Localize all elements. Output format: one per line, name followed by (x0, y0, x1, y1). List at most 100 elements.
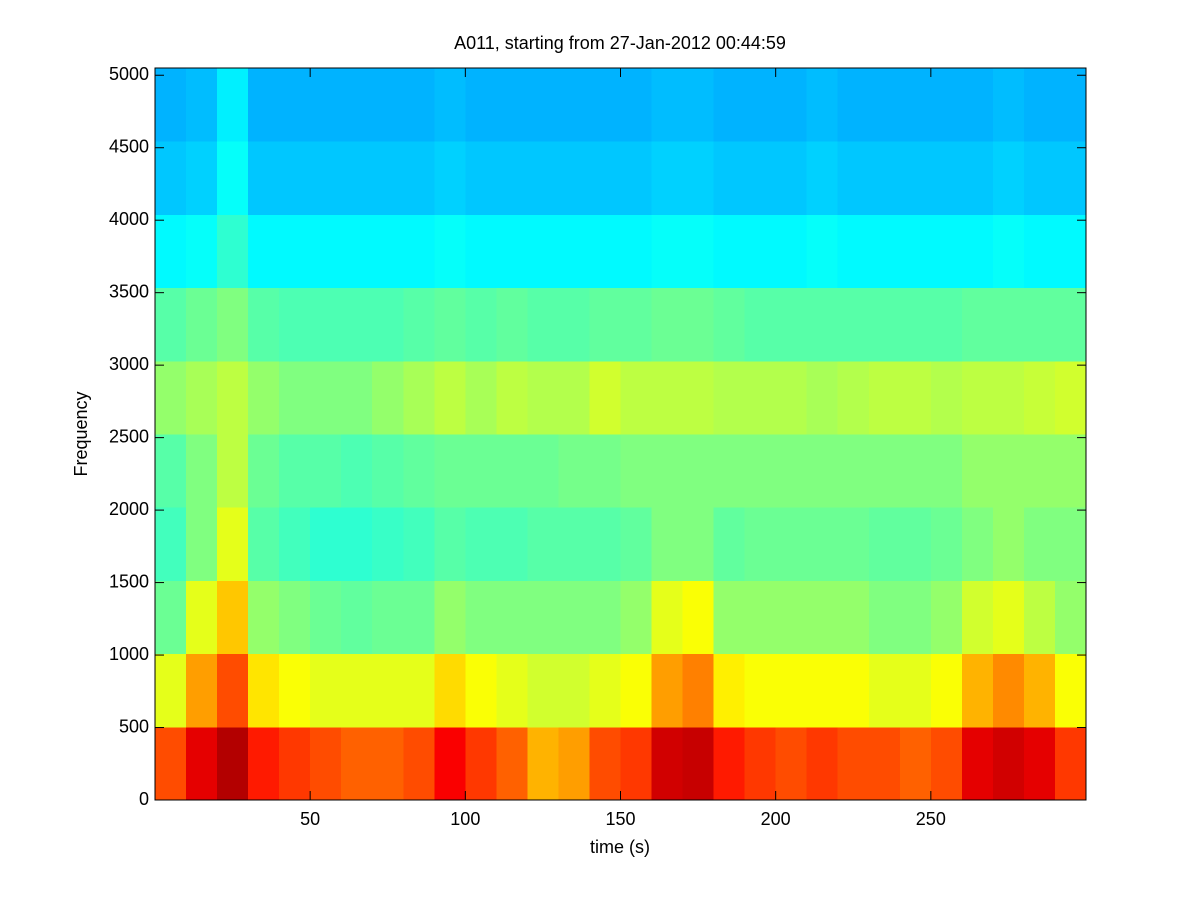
heatmap-cell (589, 434, 621, 508)
heatmap-cell (620, 726, 653, 801)
heatmap-cell (1023, 507, 1056, 581)
y-tick-label: 4000 (109, 209, 149, 229)
heatmap-cell (651, 434, 684, 508)
heatmap-cell (589, 360, 621, 435)
heatmap-cell (868, 141, 901, 215)
heatmap-cell (961, 68, 994, 142)
heatmap-cell (961, 580, 994, 655)
heatmap-cell (434, 287, 466, 362)
heatmap-cell (1054, 726, 1087, 801)
y-axis-label: Frequency (71, 391, 91, 476)
heatmap-cell (465, 653, 497, 728)
heatmap-cell (248, 434, 280, 508)
heatmap-cell (155, 507, 187, 581)
heatmap-cell (930, 580, 963, 655)
heatmap-cell (961, 726, 994, 801)
heatmap-cell (651, 68, 684, 142)
y-tick-label: 1000 (109, 644, 149, 664)
heatmap-cell (713, 68, 746, 142)
heatmap-cell (620, 360, 653, 435)
heatmap-cell (930, 68, 963, 142)
heatmap-cell (837, 287, 870, 362)
heatmap-cell (992, 726, 1025, 801)
heatmap-cell (744, 653, 777, 728)
heatmap-cell (248, 141, 280, 215)
heatmap-cell (930, 434, 963, 508)
heatmap-cell (899, 141, 932, 215)
heatmap-cell (403, 287, 435, 362)
heatmap-cell (806, 141, 839, 215)
heatmap-cell (465, 726, 497, 801)
heatmap-cell (465, 507, 497, 581)
heatmap-cell (775, 434, 808, 508)
heatmap-cell (527, 141, 559, 215)
heatmap-cell (372, 507, 404, 581)
heatmap-cell (155, 653, 187, 728)
heatmap-cell (775, 653, 808, 728)
heatmap-cell (310, 214, 342, 289)
heatmap-cell (775, 726, 808, 801)
heatmap-cell (403, 726, 435, 801)
y-tick-label: 3500 (109, 281, 149, 301)
heatmap-cell (961, 434, 994, 508)
heatmap-cells (155, 68, 1087, 801)
heatmap-cell (775, 507, 808, 581)
heatmap-cell (713, 507, 746, 581)
heatmap-cell (1054, 580, 1087, 655)
heatmap-cell (1054, 141, 1087, 215)
heatmap-cell (465, 360, 497, 435)
heatmap-cell (1023, 726, 1056, 801)
heatmap-cell (279, 726, 311, 801)
heatmap-cell (930, 287, 963, 362)
heatmap-cell (806, 507, 839, 581)
y-tick-label: 5000 (109, 64, 149, 84)
heatmap-cell (1054, 360, 1087, 435)
heatmap-cell (341, 726, 373, 801)
heatmap-cell (155, 214, 187, 289)
heatmap-cell (589, 726, 621, 801)
heatmap-cell (589, 653, 621, 728)
heatmap-cell (992, 580, 1025, 655)
heatmap-cell (651, 726, 684, 801)
heatmap-cell (806, 68, 839, 142)
chart-title: A011, starting from 27-Jan-2012 00:44:59 (454, 33, 786, 53)
heatmap-cell (992, 507, 1025, 581)
heatmap-cell (527, 360, 559, 435)
heatmap-cell (1054, 434, 1087, 508)
heatmap-cell (806, 580, 839, 655)
heatmap-cell (403, 507, 435, 581)
heatmap-cell (682, 141, 715, 215)
heatmap-cell (217, 653, 249, 728)
heatmap-cell (1023, 214, 1056, 289)
heatmap-cell (899, 580, 932, 655)
heatmap-cell (806, 653, 839, 728)
heatmap-cell (992, 214, 1025, 289)
heatmap-cell (713, 580, 746, 655)
heatmap-cell (341, 68, 373, 142)
heatmap-cell (1023, 68, 1056, 142)
heatmap-cell (992, 360, 1025, 435)
heatmap-cell (868, 287, 901, 362)
heatmap-cell (930, 653, 963, 728)
heatmap-cell (899, 287, 932, 362)
heatmap-cell (558, 507, 590, 581)
heatmap-cell (899, 434, 932, 508)
heatmap-cell (806, 214, 839, 289)
heatmap-cell (868, 726, 901, 801)
heatmap-cell (930, 214, 963, 289)
heatmap-cell (713, 360, 746, 435)
heatmap-cell (1054, 653, 1087, 728)
heatmap-cell (589, 507, 621, 581)
heatmap-cell (837, 507, 870, 581)
heatmap-cell (496, 653, 528, 728)
heatmap-cell (527, 507, 559, 581)
heatmap-cell (279, 141, 311, 215)
heatmap-cell (527, 287, 559, 362)
heatmap-cell (217, 726, 249, 801)
heatmap-cell (899, 68, 932, 142)
heatmap-cell (682, 287, 715, 362)
heatmap-cell (434, 141, 466, 215)
heatmap-cell (589, 141, 621, 215)
heatmap-cell (372, 141, 404, 215)
